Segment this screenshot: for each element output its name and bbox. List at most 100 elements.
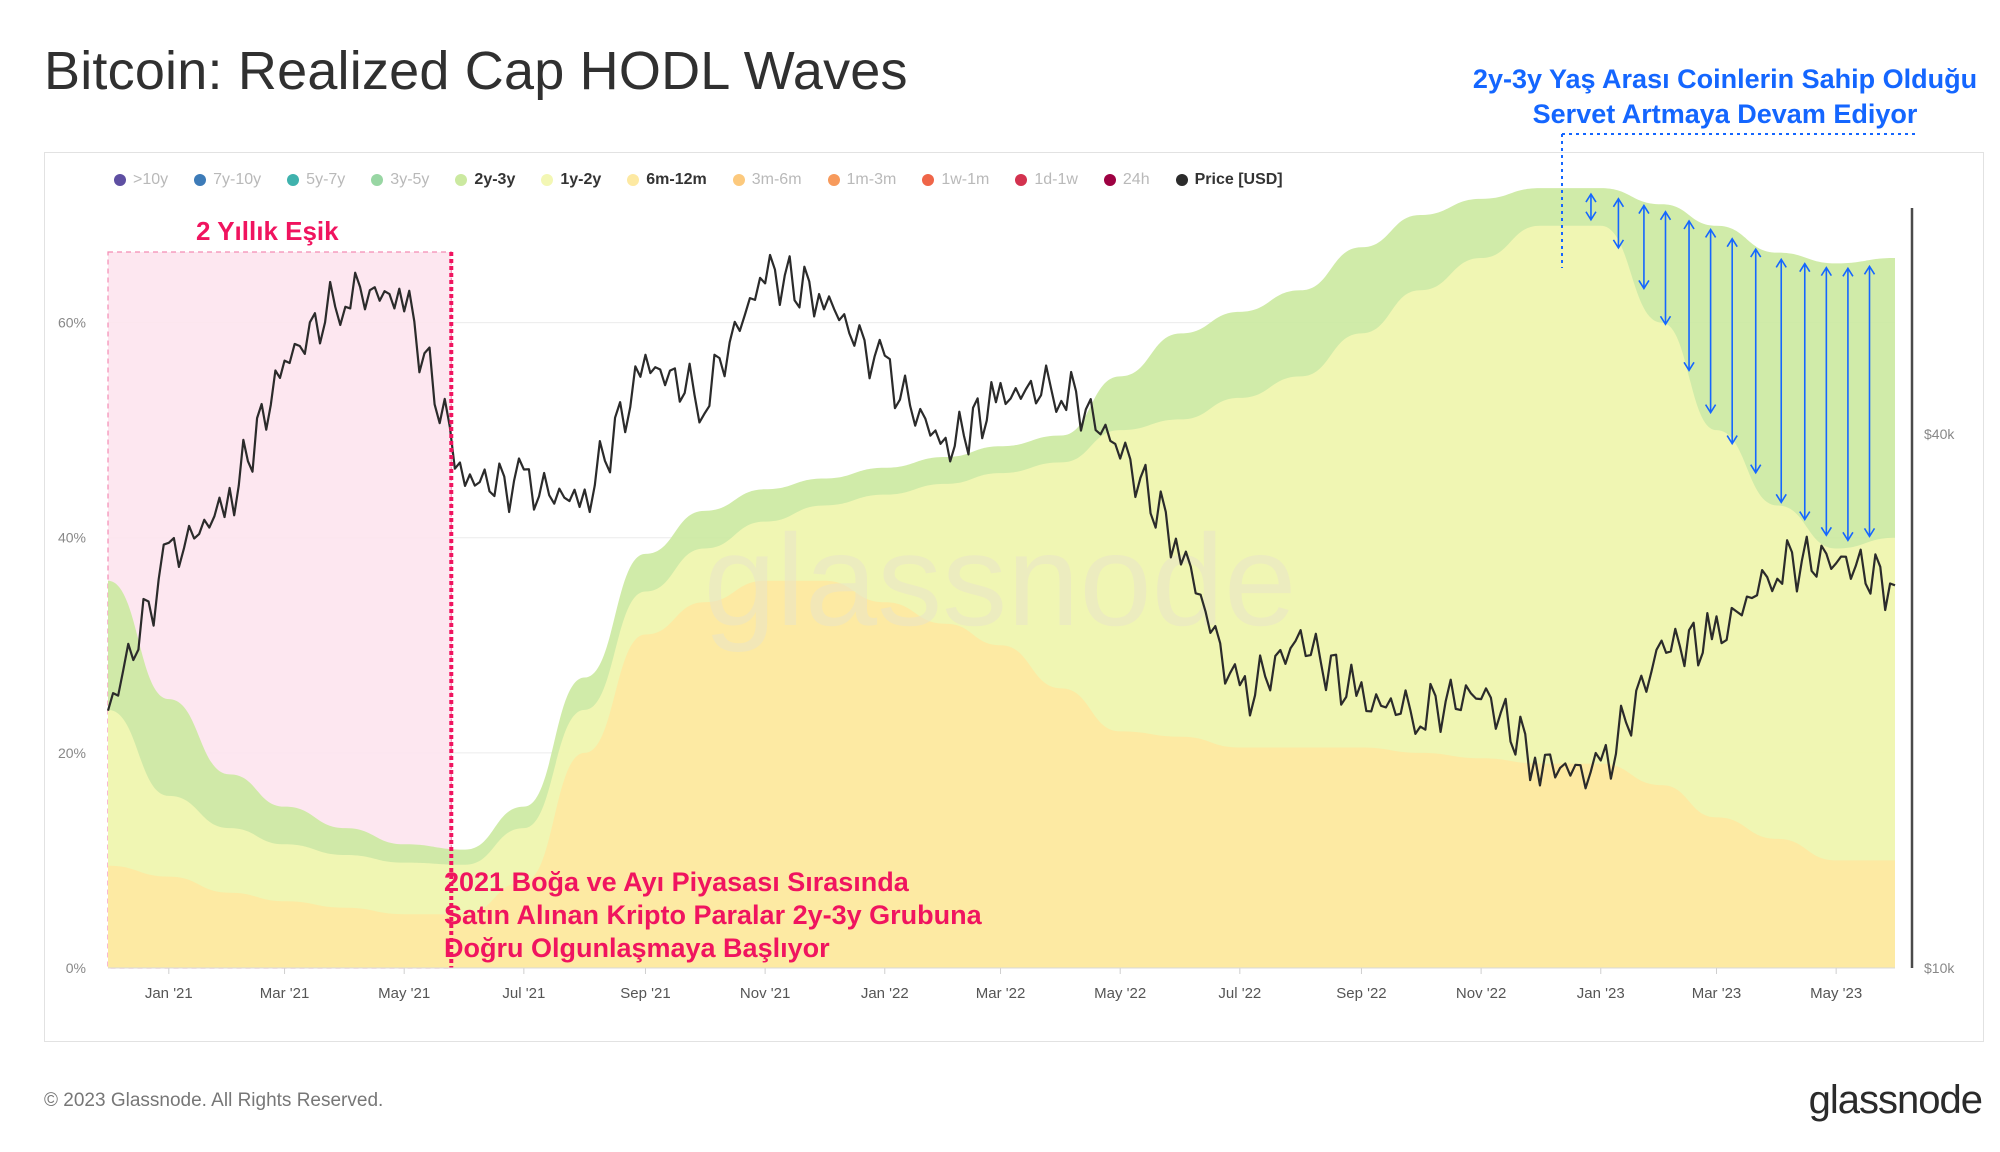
legend-item-6[interactable]: 6m-12m [627,171,707,189]
legend-item-0[interactable]: >10y [114,171,168,189]
x-tick-label: May '21 [378,985,430,1002]
arrow-up-icon [1638,204,1650,214]
y-tick-label: 0% [66,960,86,976]
arrow-down-icon [1775,493,1787,504]
legend-item-3[interactable]: 3y-5y [371,171,429,189]
threshold-annotation: 2 Yıllık Eşik [196,216,339,246]
cohort-annotation-line1: 2021 Boğa ve Ayı Piyasası Sırasında [444,867,909,897]
legend-swatch-icon [732,174,745,186]
legend-label: >10y [133,171,169,188]
copyright-text: © 2023 Glassnode. All Rights Reserved. [44,1090,384,1111]
x-tick-label: Jan '22 [861,985,909,1002]
x-tick-label: Jan '21 [145,985,193,1002]
legend-item-11[interactable]: 24h [1103,171,1150,189]
arrow-down-icon [1820,526,1833,537]
x-tick-label: Jan '23 [1577,985,1625,1002]
legend-item-10[interactable]: 1d-1w [1015,171,1078,189]
legend-swatch-icon [1015,174,1028,186]
x-tick-label: Sep '21 [620,985,670,1002]
glassnode-logo: glassnode [1808,1078,1983,1122]
arrow-up-icon [1659,210,1672,221]
arrow-up-icon [1842,266,1854,277]
x-tick-label: May '23 [1810,985,1862,1002]
x-tick-label: Mar '21 [260,985,310,1002]
legend-label: 2y-3y [474,171,516,188]
y-right-tick-label: $10k [1924,960,1955,976]
arrow-down-icon [1638,280,1650,290]
arrow-down-icon [1612,239,1625,250]
wealth-annotation: 2y-3y Yaş Arası Coinlerin Sahip Olduğu S… [1455,62,1995,132]
y-tick-label: 20% [58,745,86,761]
x-tick-label: May '22 [1094,985,1146,1002]
watermark-text: glassnode [704,507,1297,653]
legend-swatch-icon [827,174,840,186]
legend-swatch-icon [1175,174,1188,186]
legend-label: 1d-1w [1034,171,1078,188]
arrow-down-icon [1726,435,1738,446]
arrow-down-icon [1863,527,1876,538]
legend-swatch-icon [1103,174,1116,186]
legend-item-7[interactable]: 3m-6m [732,171,802,189]
arrow-down-icon [1842,531,1854,542]
legend-label: 1m-3m [846,171,897,188]
price-line [106,253,1896,790]
wealth-annotation-line1: 2y-3y Yaş Arası Coinlerin Sahip Olduğu [1472,64,1978,94]
y-right-tick-label: $40k [1924,426,1955,442]
arrow-up-icon [1775,257,1787,268]
arrow-up-icon [1820,266,1833,277]
wealth-annotation-line2: Servet Artmaya Devam Ediyor [1532,99,1918,129]
arrow-up-icon [1612,197,1625,208]
chart-frame [44,152,1984,1042]
x-tick-label: Jul '21 [502,985,545,1002]
x-tick-label: Sep '22 [1336,985,1386,1002]
arrow-up-icon [1704,227,1717,238]
x-tick-label: Jul '22 [1218,985,1261,1002]
legend-swatch-icon [541,174,554,186]
arrow-up-icon [1683,219,1695,230]
legend-swatch-icon [194,174,207,186]
legend-item-5[interactable]: 1y-2y [541,171,601,189]
arrow-down-icon [1750,464,1762,475]
arrow-up-icon [1726,237,1738,248]
chart-legend: >10y 7y-10y 5y-7y 3y-5y 2y-3y 1y-2y 6m-12m 3m-6… [114,168,1309,192]
x-tick-label: Nov '22 [1456,985,1506,1002]
legend-swatch-icon [627,174,640,186]
arrow-down-icon [1799,511,1811,522]
cohort-annotation-line3: Doğru Olgunlaşmaya Başlıyor [444,933,830,963]
legend-label: 7y-10y [213,171,262,188]
arrow-down-icon [1585,211,1597,222]
threshold-region-border [107,251,452,969]
x-tick-label: Nov '21 [740,985,790,1002]
x-tick-label: Mar '22 [976,985,1026,1002]
legend-item-2[interactable]: 5y-7y [287,171,345,189]
legend-swatch-icon [455,174,468,186]
arrow-up-icon [1863,264,1876,275]
arrow-up-icon [1750,247,1762,258]
legend-item-4[interactable]: 2y-3y [455,171,515,189]
arrow-up-icon [1585,192,1597,203]
legend-label: Price [USD] [1194,171,1283,188]
legend-swatch-icon [371,174,384,186]
legend-swatch-icon [287,174,300,186]
cohort-annotation: 2021 Boğa ve Ayı Piyasası Sırasında Satı… [444,866,1064,965]
area-6m-12m [108,580,1895,968]
legend-swatch-icon [114,174,126,186]
cohort-annotation-line2: Satın Alınan Kripto Paralar 2y-3y Grubun… [444,900,982,930]
y-tick-label: 60% [58,315,86,331]
legend-item-12[interactable]: Price [USD] [1175,171,1283,189]
legend-label: 1w-1m [941,171,990,188]
y-tick-label: 40% [58,530,86,546]
arrow-down-icon [1683,361,1695,372]
legend-label: 24h [1122,171,1150,188]
legend-item-9[interactable]: 1w-1m [922,171,989,189]
legend-label: 3y-5y [390,171,430,188]
legend-item-8[interactable]: 1m-3m [827,171,897,189]
arrow-down-icon [1704,404,1717,415]
page-title: Bitcoin: Realized Cap HODL Waves [44,41,908,101]
legend-swatch-icon [922,174,935,186]
legend-label: 5y-7y [306,171,346,188]
legend-item-1[interactable]: 7y-10y [194,171,261,189]
legend-label: 3m-6m [751,171,802,188]
x-tick-label: Mar '23 [1692,985,1742,1002]
